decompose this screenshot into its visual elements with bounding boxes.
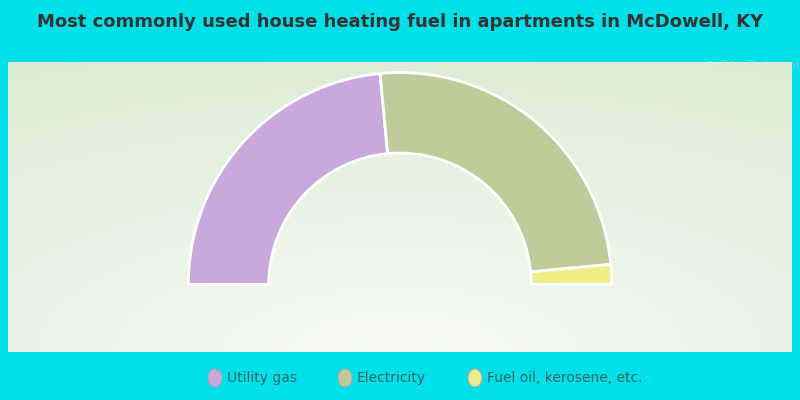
Text: ●: ● [705, 60, 715, 70]
Ellipse shape [338, 369, 352, 387]
Ellipse shape [208, 369, 222, 387]
Text: Fuel oil, kerosene, etc.: Fuel oil, kerosene, etc. [487, 371, 642, 385]
Text: Electricity: Electricity [357, 371, 426, 385]
Wedge shape [380, 72, 610, 272]
Text: City-Data.com: City-Data.com [718, 58, 800, 72]
Wedge shape [188, 74, 388, 284]
Ellipse shape [468, 369, 482, 387]
Text: Utility gas: Utility gas [227, 371, 297, 385]
Wedge shape [530, 264, 612, 284]
Text: Most commonly used house heating fuel in apartments in McDowell, KY: Most commonly used house heating fuel in… [37, 13, 763, 31]
